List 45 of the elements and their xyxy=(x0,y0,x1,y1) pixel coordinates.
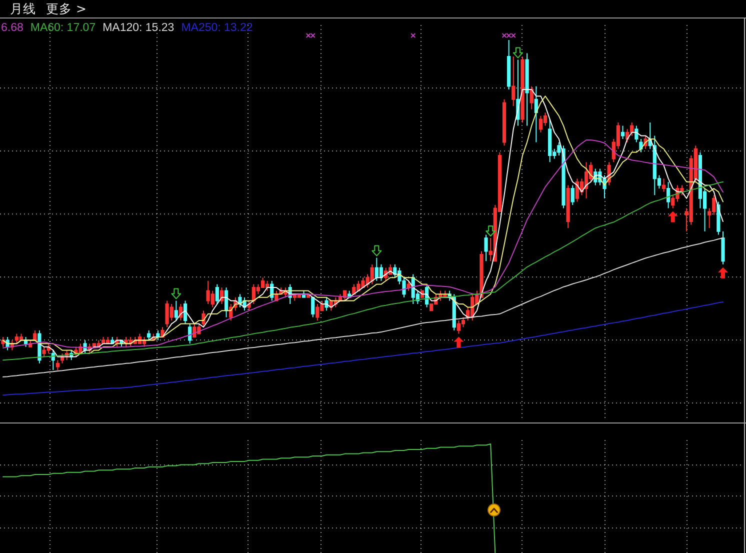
candlestick xyxy=(38,330,42,364)
candlestick xyxy=(530,86,534,110)
candlestick xyxy=(183,300,188,324)
candlestick xyxy=(666,181,670,209)
candlestick xyxy=(352,284,356,295)
candlestick xyxy=(534,86,538,143)
candlestick xyxy=(502,98,506,146)
candlestick xyxy=(147,330,151,341)
text: 更多 > xyxy=(46,1,86,16)
candlestick xyxy=(634,125,638,143)
candlestick xyxy=(538,115,543,133)
candlestick xyxy=(220,287,224,304)
candlestick xyxy=(507,40,511,90)
candlestick xyxy=(484,234,488,262)
candlestick xyxy=(620,125,625,140)
candlestick xyxy=(584,162,588,199)
candlestick xyxy=(370,264,374,285)
candlestick xyxy=(512,56,516,106)
candlestick xyxy=(311,296,315,318)
candlestick xyxy=(716,201,720,236)
candlestick xyxy=(566,184,570,229)
candlestick xyxy=(56,360,60,370)
candlestick xyxy=(721,230,725,265)
candlestick xyxy=(247,300,251,312)
text: MA120: 15.23 xyxy=(102,22,174,34)
candlestick xyxy=(570,184,574,206)
candlestick xyxy=(662,178,666,192)
candlestick xyxy=(215,284,219,304)
text: 6.68 xyxy=(1,22,24,34)
text: 月线 xyxy=(10,1,36,16)
candlestick xyxy=(156,330,160,341)
candlestick xyxy=(406,280,410,292)
candlestick xyxy=(525,52,529,126)
candlestick xyxy=(548,118,552,163)
candlestick xyxy=(19,333,24,341)
candlestick xyxy=(174,300,178,321)
text: MA60: 17.07 xyxy=(30,22,96,34)
candlestick xyxy=(51,350,55,370)
candlestick xyxy=(639,138,643,153)
candlestick xyxy=(520,56,524,123)
candlestick xyxy=(452,294,456,331)
candlestick xyxy=(224,287,228,318)
candlestick xyxy=(33,330,37,341)
candlestick xyxy=(188,323,192,344)
text: MA250: 13.22 xyxy=(181,22,253,34)
